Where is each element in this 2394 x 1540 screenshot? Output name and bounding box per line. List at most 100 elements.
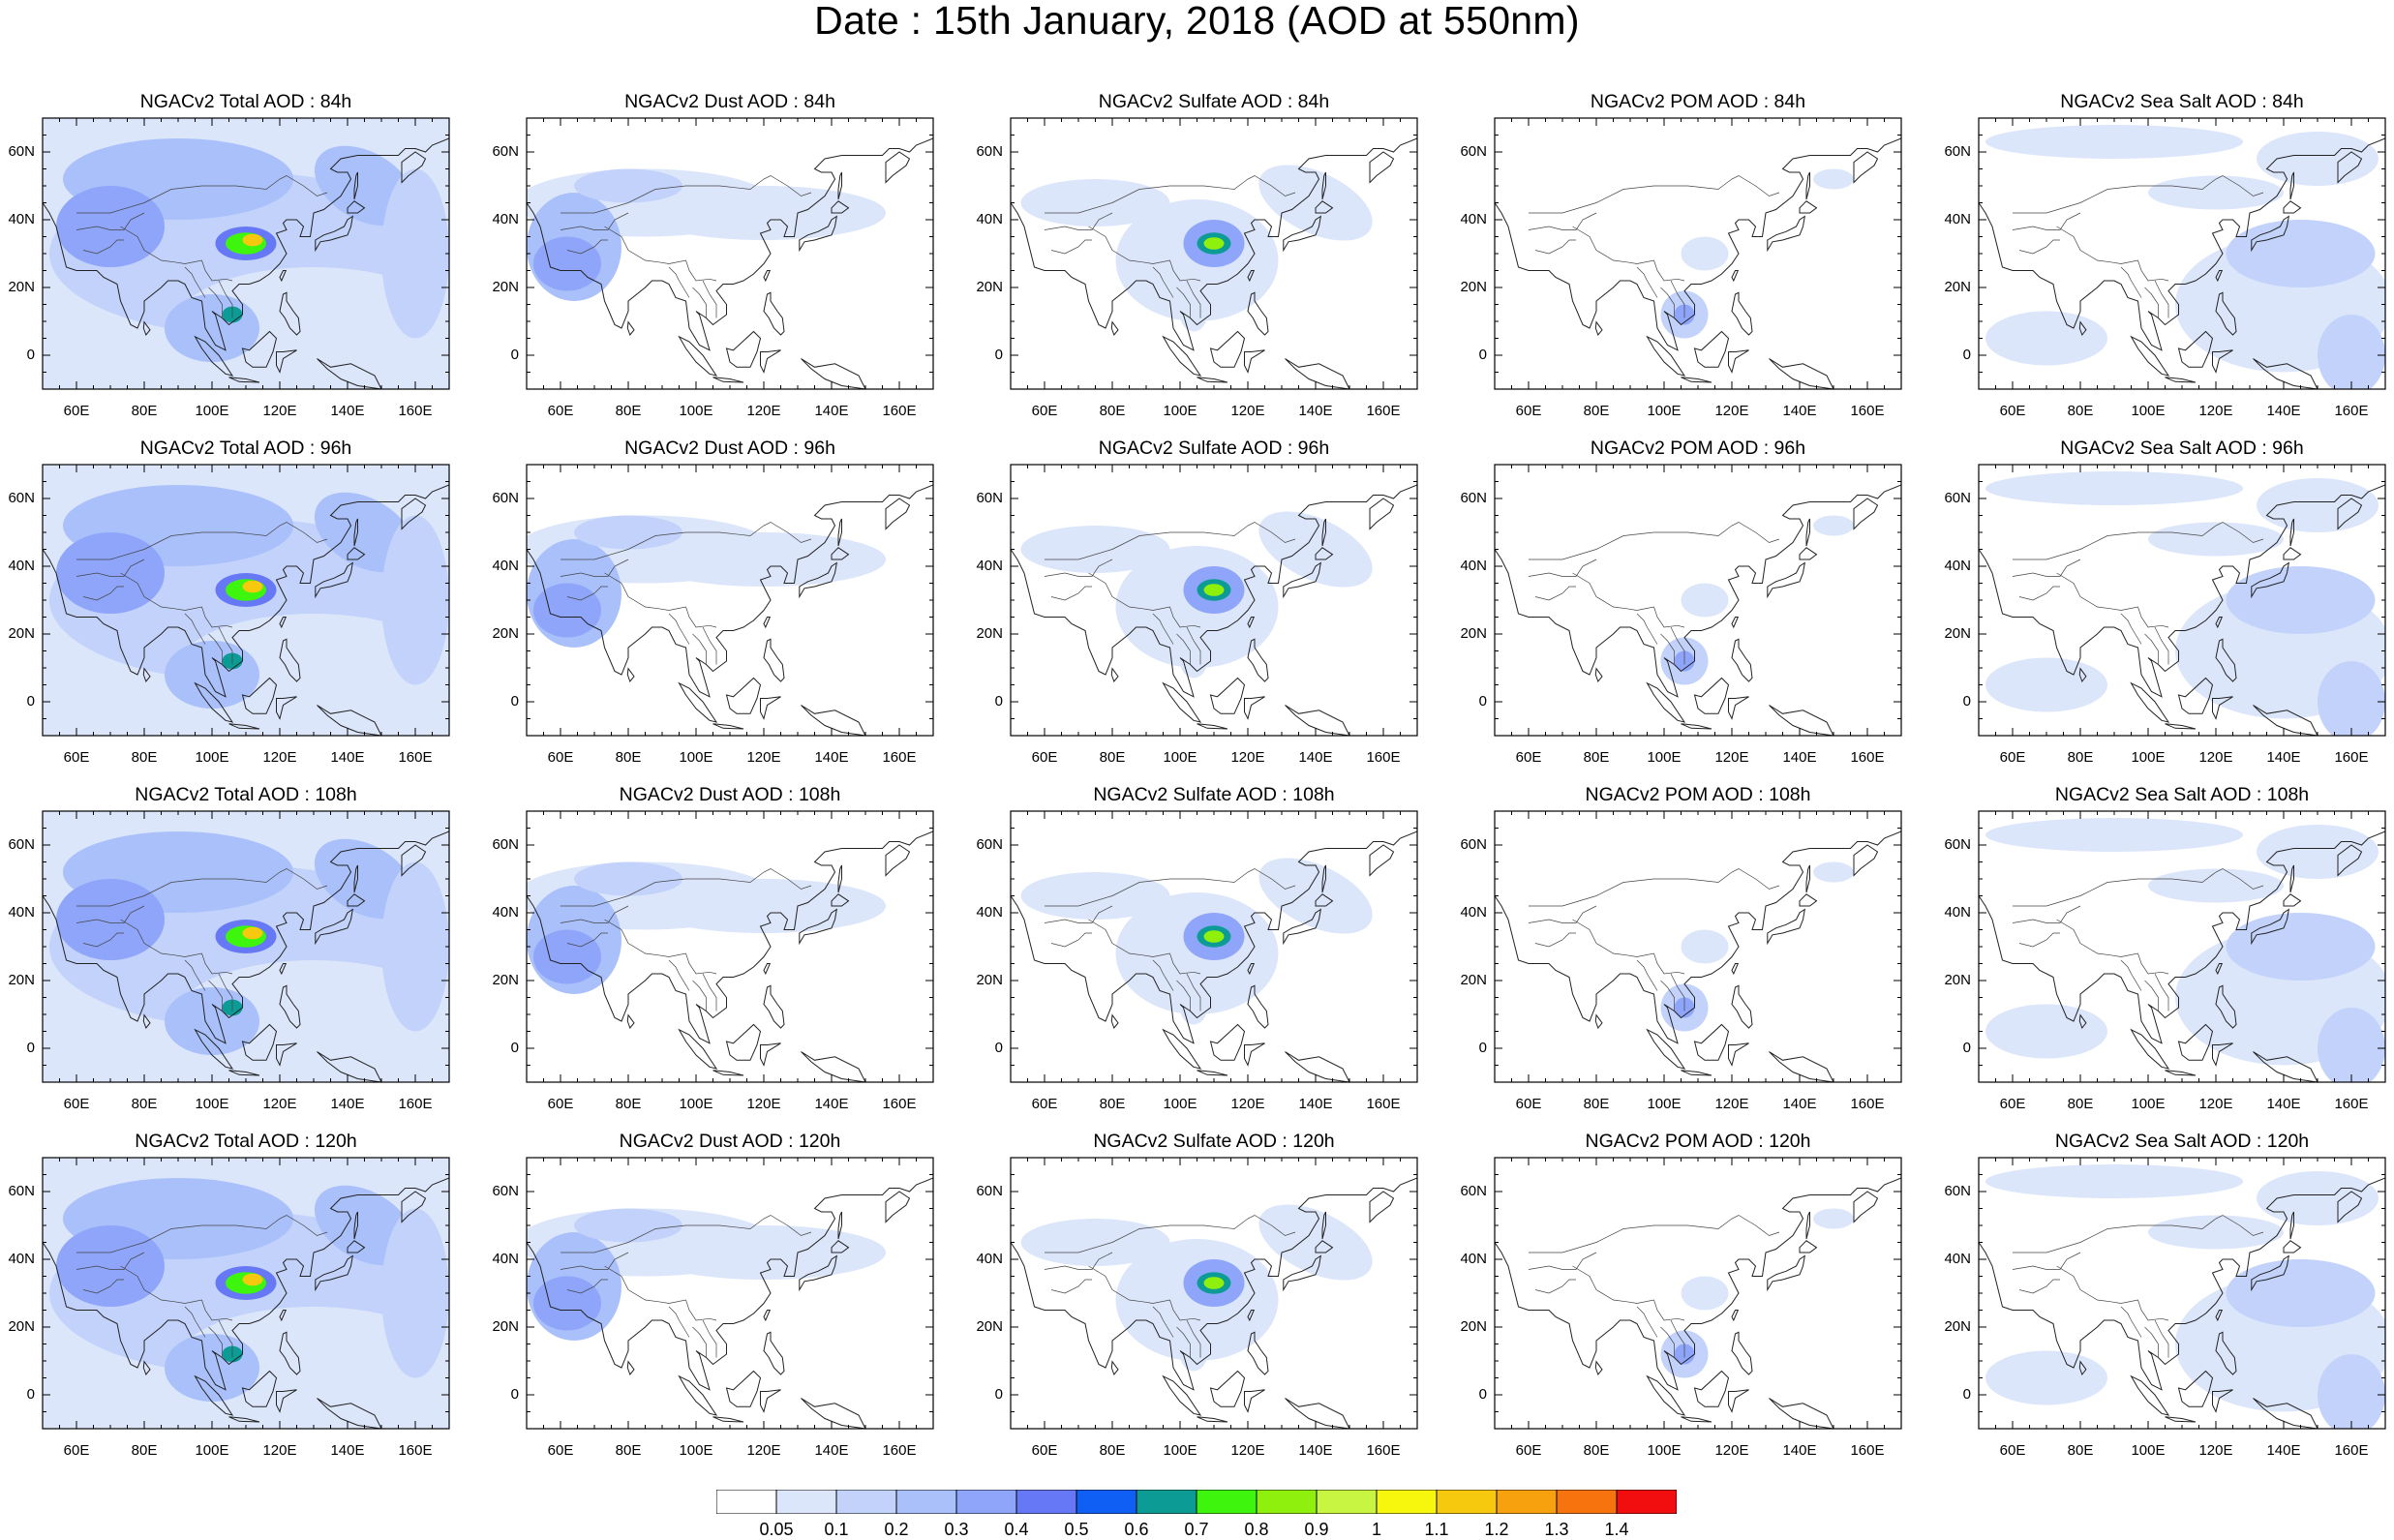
colorbar-label: 0.2 [884, 1520, 909, 1539]
map-panel-pom-2 [1494, 810, 1902, 1083]
country-border [208, 980, 223, 1012]
aod-field [2318, 315, 2385, 389]
island-outline [1769, 1398, 1834, 1429]
country-border [566, 1279, 608, 1294]
island-outline [678, 335, 718, 377]
lon-label: 100E [1647, 1442, 1682, 1459]
island-outline [760, 1042, 781, 1067]
lat-label: 20N [976, 972, 1003, 988]
country-border [208, 1326, 223, 1358]
country-border [1152, 1306, 1174, 1338]
lon-label: 120E [2198, 403, 2233, 419]
island-outline [2289, 518, 2294, 547]
island-outline [1162, 681, 1202, 723]
lat-label: 0 [1962, 347, 1971, 363]
lon-label: 160E [398, 1442, 433, 1459]
aod-field [1985, 1164, 2243, 1198]
country-border [1572, 1265, 1685, 1321]
island-outline [353, 171, 358, 200]
lat-label: 0 [1962, 693, 1971, 710]
aod-field [642, 879, 886, 933]
island-outline [1315, 200, 1334, 214]
country-border [82, 1279, 124, 1294]
aod-field [1258, 1204, 1373, 1281]
lon-label: 160E [2334, 403, 2369, 419]
panel-title: NGACv2 Dust AOD : 108h [619, 784, 841, 805]
lat-label: 40N [1944, 1251, 1971, 1267]
panel-title: NGACv2 Sea Salt AOD : 120h [2054, 1131, 2310, 1152]
island-outline [1693, 677, 1730, 714]
lon-label: 80E [1583, 749, 1610, 766]
coastline [527, 484, 933, 698]
country-border [692, 1326, 707, 1358]
island-outline [1594, 320, 1603, 337]
island-outline [279, 963, 288, 976]
lon-label: 100E [195, 403, 229, 419]
island-outline [712, 1416, 744, 1423]
lat-label: 0 [1962, 1040, 1971, 1056]
lat-label: 0 [1478, 1040, 1487, 1056]
island-outline [2215, 1310, 2224, 1322]
aod-field [1258, 511, 1373, 588]
lon-label: 80E [1583, 1442, 1610, 1459]
country-border [1528, 559, 1597, 577]
island-outline [353, 1211, 358, 1240]
island-outline [276, 349, 297, 374]
island-outline [2177, 330, 2214, 368]
island-outline [1681, 1070, 1712, 1076]
island-outline [1244, 1389, 1265, 1413]
island-outline [1283, 561, 1321, 599]
island-outline [1594, 1360, 1603, 1376]
island-outline [1247, 1331, 1269, 1375]
lat-label: 20N [492, 279, 519, 295]
island-outline [2215, 1331, 2237, 1375]
island-outline [837, 864, 842, 893]
aod-field [2226, 1259, 2376, 1327]
lon-label: 80E [615, 403, 642, 419]
lon-label: 100E [1647, 749, 1682, 766]
lon-label: 140E [2266, 1442, 2301, 1459]
country-border [2012, 212, 2081, 230]
lon-label: 160E [398, 1096, 433, 1112]
country-border [560, 905, 629, 923]
island-outline [1209, 330, 1246, 368]
island-outline [1799, 547, 1818, 560]
island-outline [1728, 1389, 1749, 1413]
aod-field [2318, 661, 2385, 736]
aod-field [1180, 990, 1207, 1025]
aod-field [165, 987, 259, 1055]
island-outline [279, 638, 301, 682]
country-border [208, 633, 223, 665]
island-outline [678, 681, 718, 723]
lon-label: 120E [746, 1096, 781, 1112]
lat-label: 20N [1944, 279, 1971, 295]
lon-label: 100E [2131, 749, 2166, 766]
country-border [1534, 1279, 1576, 1294]
island-outline [228, 377, 260, 383]
island-outline [2130, 335, 2170, 377]
country-border [1044, 559, 1113, 577]
panel-title: NGACv2 Dust AOD : 84h [624, 91, 835, 112]
country-border [2056, 919, 2169, 975]
island-outline [1162, 335, 1202, 377]
country-border [1529, 868, 1780, 907]
aod-field [533, 583, 601, 638]
island-outline [1162, 1028, 1202, 1070]
colorbar-box [716, 1490, 777, 1514]
map-panel-seasalt-1 [1978, 464, 2386, 737]
lon-label: 100E [679, 1442, 713, 1459]
lon-label: 80E [1099, 1096, 1126, 1112]
lon-label: 160E [398, 749, 433, 766]
colorbar-box [1556, 1490, 1618, 1514]
island-outline [1247, 291, 1269, 336]
island-outline [1110, 667, 1119, 683]
map-panel-sulfate-1 [1010, 464, 1418, 737]
island-outline [1731, 291, 1753, 336]
country-border [1636, 266, 1658, 298]
island-outline [2215, 963, 2224, 976]
island-outline [1247, 270, 1256, 283]
island-outline [1197, 723, 1228, 730]
aod-field [56, 186, 165, 267]
country-border [668, 1306, 690, 1338]
country-border [1670, 626, 1685, 665]
